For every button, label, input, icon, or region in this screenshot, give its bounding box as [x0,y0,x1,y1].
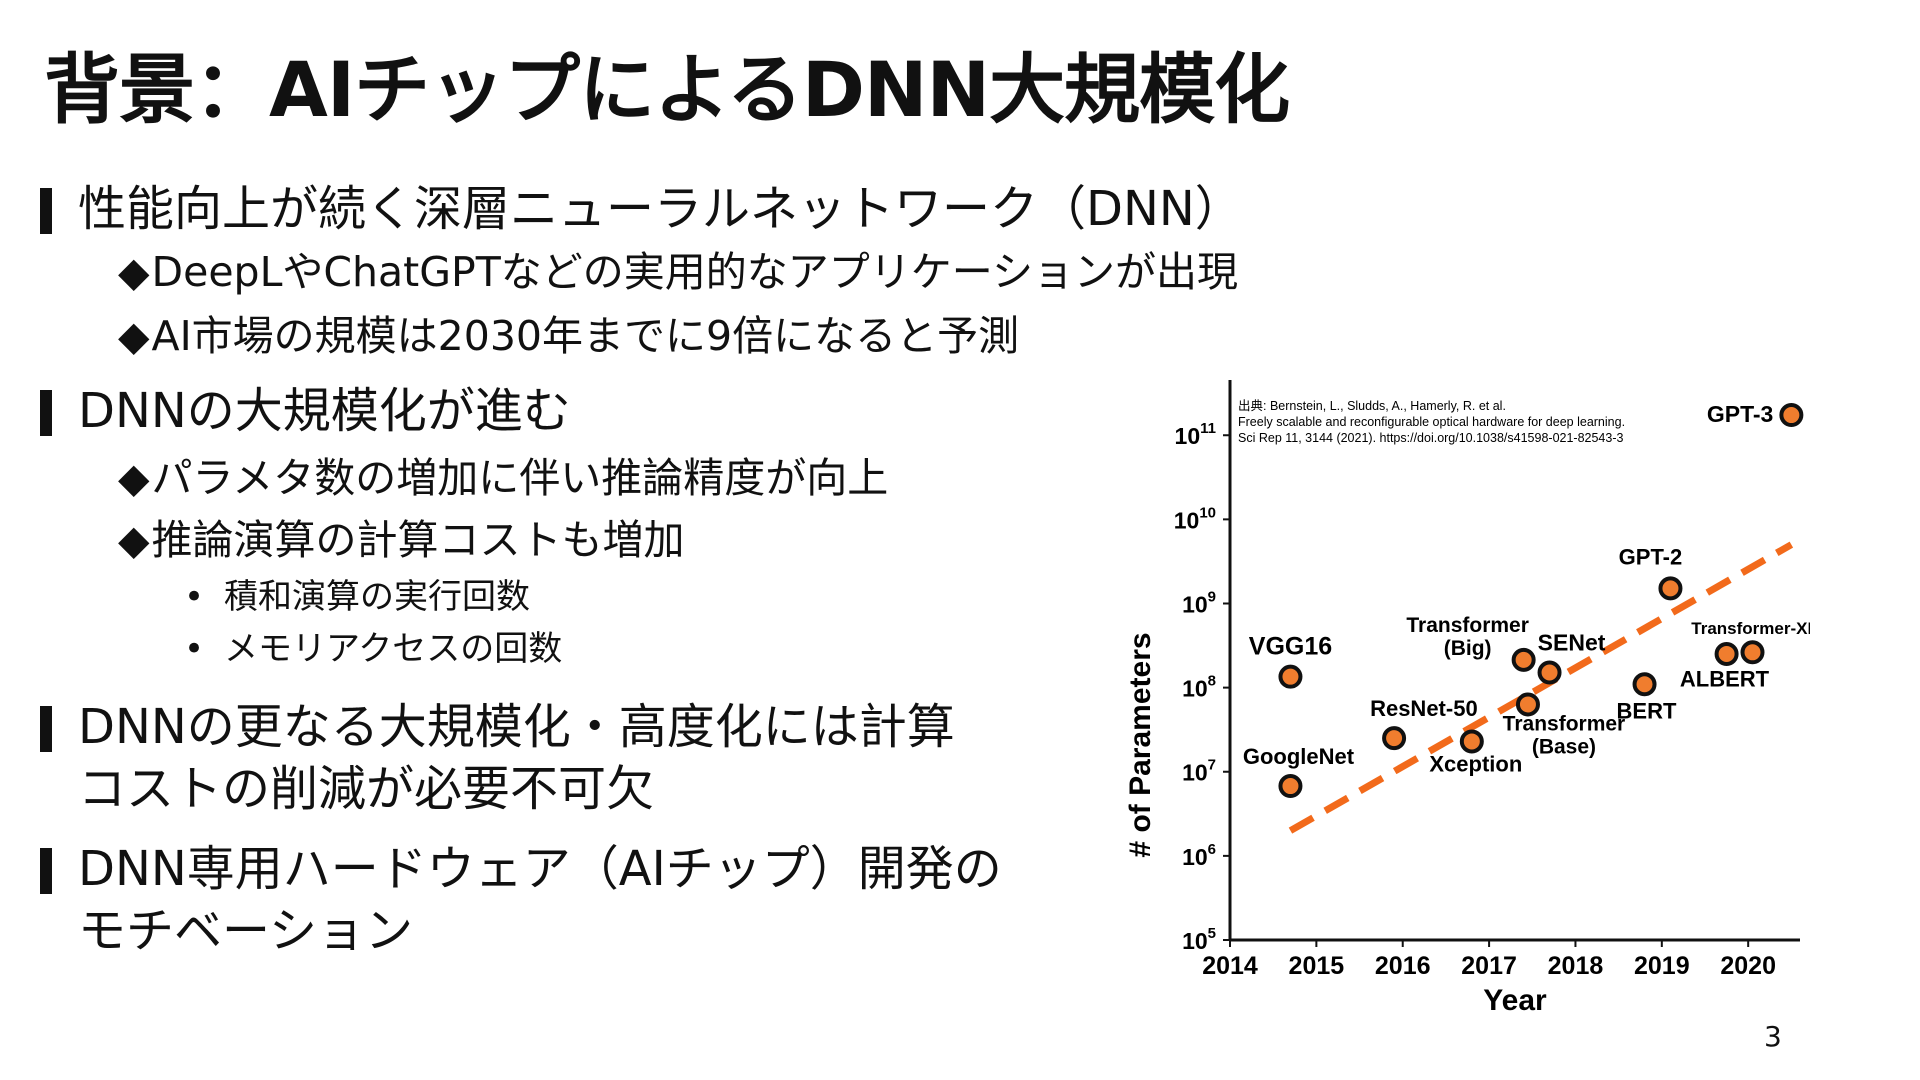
bullet-cost-reduction: DNNの更なる大規模化・高度化には計算 コストの削減が必要不可欠 [40,696,955,820]
sub-bullet-cost: ◆推論演算の計算コストも増加 [118,512,685,568]
bullet-bar [40,706,52,752]
sub-bullet-text: 推論演算の計算コストも増加 [151,516,685,564]
x-tick-label: 2015 [1289,952,1345,980]
page-number: 3 [1764,1020,1782,1053]
diamond-marker: ◆ [118,454,150,502]
point-label: Xception [1429,751,1522,776]
data-point [1382,726,1407,751]
bullet-text: 性能向上が続く深層ニューラルネットワーク（DNN） [78,181,1243,237]
data-point [1278,774,1303,799]
data-point [1714,641,1739,666]
bullet-text: DNN専用ハードウェア（AIチップ）開発の [78,841,1002,897]
point-label: ResNet-50 [1370,696,1478,721]
sub-sub-bullet-memory: • メモリアクセスの回数 [184,624,562,674]
citation-line: Freely scalable and reconfigurable optic… [1238,415,1625,429]
sub-sub-bullet-text: メモリアクセスの回数 [224,629,563,669]
bullet-bar [40,848,52,894]
data-point [1779,403,1804,428]
labels-layer: VGG16GoogleNetResNet-50XceptionTransform… [1243,401,1810,776]
bullet-bar [40,390,52,436]
points-layer [1278,403,1804,799]
y-tick-label: 107 [1182,757,1216,786]
x-tick-label: 2020 [1720,952,1776,980]
x-tick-label: 2017 [1461,952,1517,980]
data-point [1658,576,1683,601]
point-label: GPT-3 [1707,401,1773,427]
point-label: GoogleNet [1243,744,1355,769]
y-tick-label: 106 [1182,841,1216,870]
dot-marker: • [184,577,205,617]
sub-sub-bullet-text: 積和演算の実行回数 [224,577,530,617]
y-tick-label: 109 [1182,588,1216,617]
slide-title: 背景：AIチップによるDNN大規模化 [44,45,1290,134]
x-tick-label: 2014 [1202,952,1258,980]
x-tick-label: 2016 [1375,952,1431,980]
point-label: Transformer (Big) [1406,614,1529,660]
citation-layer: 出典: Bernstein, L., Sludds, A., Hamerly, … [1238,399,1625,445]
data-point [1515,692,1540,717]
sub-bullet-applications: ◆DeepLやChatGPTなどの実用的なアプリケーションが出現 [118,244,1238,300]
point-label: Transformer-XL [1691,619,1810,638]
point-label: Transformer (Base) [1503,712,1626,758]
bullet-text-line2: モチベーション [78,903,414,959]
diamond-marker: ◆ [118,248,150,296]
diamond-marker: ◆ [118,516,150,564]
trend-line [1288,541,1794,834]
y-tick-label: 1010 [1174,504,1216,533]
sub-bullet-text: AI市場の規模は2030年までに9倍になると予測 [151,312,1020,360]
point-label: VGG16 [1249,633,1332,661]
data-point [1740,640,1765,665]
x-tick-label: 2018 [1548,952,1604,980]
data-point [1537,660,1562,685]
y-tick-label: 1011 [1175,420,1216,449]
sub-bullet-text: DeepLやChatGPTなどの実用的なアプリケーションが出現 [151,248,1238,296]
sub-bullet-text: パラメタ数の増加に伴い推論精度が向上 [151,454,889,502]
x-tick-label: 2019 [1634,952,1690,980]
diamond-marker: ◆ [118,312,150,360]
y-tick-label: 108 [1182,673,1216,702]
bullet-bar [40,188,52,234]
bullet-text: DNNの更なる大規模化・高度化には計算 [78,699,955,755]
data-point [1278,664,1303,689]
dot-marker: • [184,629,205,669]
sub-sub-bullet-mac: • 積和演算の実行回数 [184,572,530,622]
bullet-dnn-performance: 性能向上が続く深層ニューラルネットワーク（DNN） [40,178,1243,240]
x-axis-title: Year [1483,984,1547,1017]
sub-bullet-market: ◆AI市場の規模は2030年までに9倍になると予測 [118,308,1019,364]
bullet-ai-chip: DNN専用ハードウェア（AIチップ）開発の モチベーション [40,838,1002,962]
bullet-dnn-scaling: DNNの大規模化が進む [40,380,571,442]
sub-bullet-accuracy: ◆パラメタ数の増加に伴い推論精度が向上 [118,450,888,506]
bullet-text-line2: コストの削減が必要不可欠 [78,761,655,817]
point-label: BERT [1617,698,1677,723]
data-point [1459,729,1484,754]
point-label: GPT-2 [1619,544,1683,569]
y-axis-title: # of Parameters [1124,632,1157,857]
bullet-text: DNNの大規模化が進む [78,383,571,439]
citation-line: Sci Rep 11, 3144 (2021). https://doi.org… [1238,431,1624,445]
parameters-scatter-chart: 2014 2015 2016 2017 2018 2019 2020 105 106 107 108… [1124,380,1810,1017]
citation-line: 出典: Bernstein, L., Sludds, A., Hamerly, … [1238,399,1506,413]
data-point [1511,647,1536,672]
point-label: ALBERT [1680,666,1770,691]
trend-layer [1288,541,1794,834]
y-tick-label: 105 [1182,925,1216,954]
point-label: SENet [1538,629,1606,655]
data-point [1632,672,1657,697]
chart-axes: 2014 2015 2016 2017 2018 2019 2020 105 106 107 108… [1124,380,1800,1017]
